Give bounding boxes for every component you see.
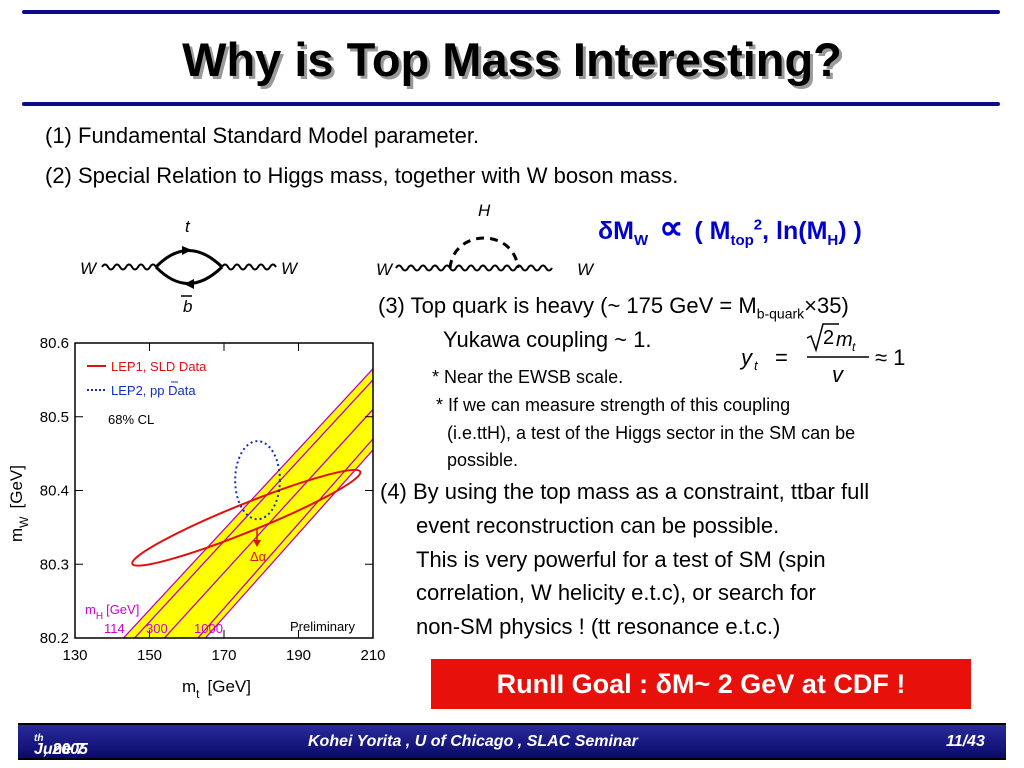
band-upper-edge [122, 368, 373, 638]
point-4-line-3: This is very powerful for a test of SM (… [416, 547, 826, 572]
bottom-quark-line [154, 265, 224, 285]
y-axis-ticks: 80.2 80.3 80.4 80.5 80.6 [40, 335, 373, 647]
formula-denominator: v [832, 362, 845, 387]
y-tick-label: 80.6 [40, 335, 69, 352]
mw-proportionality-relation: δMW ∝ ( Mtop2, ln(MH) ) [598, 208, 862, 249]
x-axis-ticks: 130 150 170 190 210 [62, 343, 386, 664]
top-arrow [182, 246, 192, 255]
top-rule [22, 10, 1000, 14]
point-4-line-4: correlation, W helicity e.t.c), or searc… [416, 580, 816, 605]
higgs-mass-300: 300 [146, 621, 168, 636]
delta-symbol: δ [598, 217, 614, 245]
higgs-mass-1000: 1000 [194, 621, 223, 636]
y-tick-label: 80.3 [40, 556, 69, 573]
sqrt-two: 2 [823, 327, 834, 349]
x-tick-label: 210 [360, 647, 385, 664]
point-4-line-1: (4) By using the top mass as a constrain… [380, 479, 870, 504]
mh-subscript: H [827, 232, 839, 249]
x-tick-label: 130 [62, 647, 87, 664]
y-tick-label: 80.4 [40, 483, 69, 500]
top-quark-label: t [185, 217, 191, 236]
mw-vs-mtop-chart: 130 150 170 190 210 80.2 80.3 80.4 80.5 80.6 LEP… [7, 335, 386, 700]
delta-alpha-label: Δα [250, 549, 267, 564]
bottom-arrow [184, 279, 194, 289]
w-right-label: W [577, 260, 595, 279]
preliminary-label: Preliminary [290, 619, 356, 634]
left-w-propagator [101, 263, 157, 271]
formula-lhs: y [739, 345, 754, 370]
higgs-mass-114: 114 [104, 621, 125, 636]
x-axis-label: mt [GeV] [182, 677, 251, 700]
close-part: ) ) [838, 217, 862, 245]
higgs-loop-feynman-diagram: H W W [376, 201, 595, 279]
right-w-propagator [221, 263, 277, 271]
slide-title: Why is Top Mass Interesting? [182, 33, 842, 86]
formula-numerator-sub: t [852, 340, 856, 354]
delta-alpha-arrowhead [253, 540, 261, 547]
point-3-text-a: (3) Top quark is heavy (~ 175 GeV = M [378, 293, 757, 318]
cl-label: 68% CL [108, 412, 154, 427]
lep1-sld-ellipse [131, 468, 362, 567]
top-loop-feynman-diagram: W W t b [80, 217, 299, 316]
point-3-line-2: Yukawa coupling ~ 1. [443, 327, 652, 352]
ln-part: , ln(M [762, 217, 828, 245]
sqrt-sign [806, 323, 839, 353]
higgs-label: H [478, 201, 491, 220]
mtop-subscript: top [730, 232, 754, 249]
w-left-label: W [80, 259, 98, 278]
x-tick-label: 190 [286, 647, 311, 664]
point-2: (2) Special Relation to Higgs mass, toge… [45, 163, 679, 188]
footer-page-number: 11/43 [946, 733, 985, 750]
point-4-line-5: non-SM physics ! (tt resonance e.t.c.) [416, 614, 781, 639]
proportional-symbol: ∝ [659, 209, 684, 247]
bottom-quark-label: b [183, 297, 192, 316]
mh-114-line [134, 379, 373, 638]
lep2-pp-ellipse [234, 440, 281, 521]
mtop-superscript: 2 [753, 216, 763, 234]
x-tick-label: 150 [137, 647, 162, 664]
legend-lep1-label: LEP1, SLD Data [111, 359, 207, 374]
b-quark-subscript: b-quark [756, 305, 805, 322]
note-coupling-line-2: (i.e.ttH), a test of the Higgs sector in… [447, 423, 856, 443]
mw-symbol: M [613, 217, 634, 245]
higgs-mass-label: mH [GeV] [85, 602, 139, 622]
point-4-line-2: event reconstruction can be possible. [416, 513, 780, 538]
point-3-text-b: ×35) [804, 293, 849, 318]
y-tick-label: 80.5 [40, 409, 69, 426]
title-underline [22, 102, 1000, 106]
plot-area [122, 368, 373, 638]
y-tick-label: 80.2 [40, 630, 69, 647]
x-tick-label: 170 [211, 647, 236, 664]
band-lower-edge [204, 449, 373, 638]
formula-lhs-sub: t [754, 358, 759, 373]
top-quark-line [154, 249, 224, 269]
formula-equals: = [775, 345, 788, 370]
open-part: ( M [687, 217, 731, 245]
point-3-line-1: (3) Top quark is heavy (~ 175 GeV = Mb-q… [378, 293, 849, 326]
footer-author: Kohei Yorita , U of Chicago , SLAC Semin… [308, 733, 638, 750]
point-1: (1) Fundamental Standard Model parameter… [45, 123, 480, 148]
runii-goal-banner: RunII Goal : δM~ 2 GeV at CDF ! [431, 659, 971, 709]
note-ewsb: * Near the EWSB scale. [432, 367, 624, 387]
legend-lep2-label: LEP2, pp Data [111, 383, 196, 398]
y-axis-label: mW[GeV] [7, 465, 31, 542]
formula-numerator-m: m [836, 329, 853, 351]
w-left-label: W [376, 260, 394, 279]
yukawa-formula: y t = 2 2m m t v ≈ 1 [739, 323, 905, 387]
note-coupling-line-3: possible. [447, 450, 519, 470]
w-right-label: W [281, 259, 299, 278]
note-coupling-line-1: * If we can measure strength of this cou… [436, 395, 791, 415]
mw-subscript: W [634, 232, 649, 249]
formula-approx: ≈ 1 [875, 345, 905, 370]
w-propagator [395, 264, 553, 272]
higgs-dashed-loop [448, 236, 520, 269]
